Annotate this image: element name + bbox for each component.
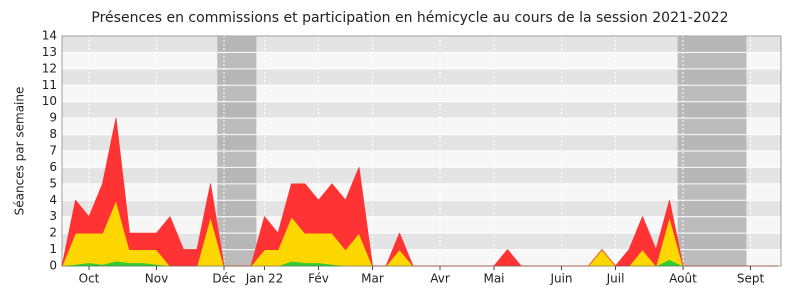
y-tick-label: 13: [42, 45, 57, 59]
y-tick-label: 11: [42, 78, 57, 92]
y-tick-label: 8: [49, 127, 57, 141]
x-tick-label: Jan 22: [245, 272, 284, 286]
x-tick-label: Juil: [606, 272, 625, 286]
x-tick-label: Déc: [212, 272, 235, 286]
grid-band: [62, 101, 781, 119]
plot-border: [61, 35, 782, 267]
x-tick-label: Mar: [361, 272, 384, 286]
y-axis-label: Séances par semaine: [13, 87, 27, 216]
chart-title: Présences en commissions et participatio…: [91, 10, 728, 26]
y-tick-label: 0: [49, 259, 57, 273]
y-tick-label: 2: [49, 226, 57, 240]
grid-band: [62, 36, 781, 53]
grid-band: [62, 68, 781, 86]
x-tick-label: Sept: [737, 272, 765, 286]
y-tick-label: 9: [49, 111, 57, 125]
x-tick-label: Fév: [308, 272, 329, 286]
y-tick-label: 10: [42, 94, 57, 108]
y-tick-label: 7: [49, 144, 57, 158]
x-tick-label: Août: [669, 272, 697, 286]
x-tick-label: Juin: [549, 272, 572, 286]
y-tick-label: 6: [49, 160, 57, 174]
y-tick-label: 3: [49, 209, 57, 223]
x-tick-label: Mai: [483, 272, 504, 286]
y-tick-label: 4: [49, 193, 57, 207]
x-tick-label: Avr: [430, 272, 450, 286]
y-tick-label: 12: [42, 61, 57, 75]
grid-band: [62, 134, 781, 151]
x-tick-label: Oct: [79, 272, 100, 286]
x-tick-label: Nov: [145, 272, 168, 286]
grid-band: [62, 167, 781, 184]
y-tick-label: 14: [42, 29, 57, 43]
y-tick-label: 1: [49, 242, 57, 256]
grid-band: [62, 200, 781, 217]
y-tick-label: 5: [49, 176, 57, 190]
